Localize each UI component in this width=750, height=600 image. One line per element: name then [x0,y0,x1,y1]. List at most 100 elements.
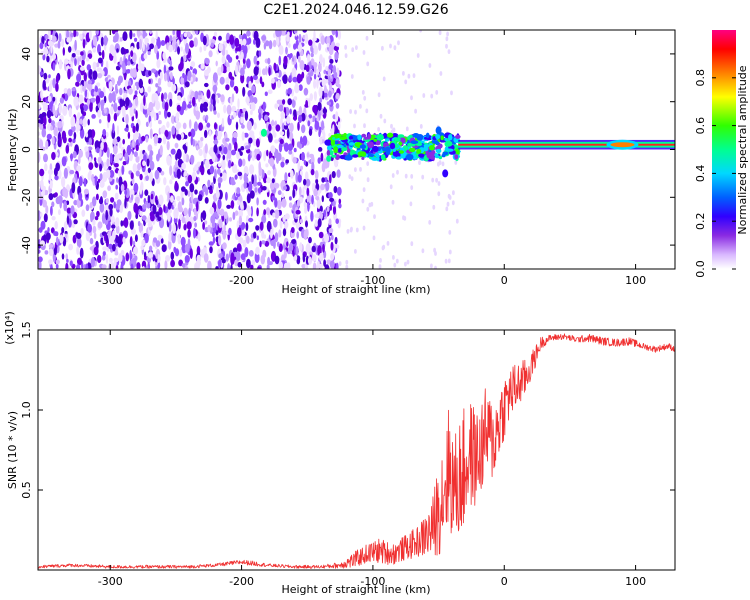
noise-dot [99,163,103,172]
noise-dot [171,84,177,92]
noise-dot [135,170,140,177]
band-dot [416,148,422,154]
noise-dot [266,220,272,232]
noise-dot [144,189,149,196]
noise-dot [131,228,136,235]
x-tick-label: -300 [98,274,123,287]
noise-dot [129,30,133,40]
noise-dot [132,163,137,173]
band-dot [386,132,394,138]
noise-dot [311,245,316,253]
noise-dot [276,36,280,47]
faint-dot [349,109,352,114]
x-tick-label: 100 [625,274,646,287]
noise-dot [125,114,129,125]
noise-dot [255,246,260,255]
noise-dot [119,56,123,66]
noise-dot [160,170,165,176]
y-tick-label: 0 [20,146,33,153]
noise-dot [210,215,216,224]
faint-dot [362,50,366,55]
colorbar-tick-label: 0.8 [694,69,707,87]
noise-dot [182,122,187,130]
noise-dot [43,116,47,126]
noise-dot [319,136,323,145]
spectrogram-x-axis-label: Height of straight line (km) [281,283,430,296]
noise-dot [40,179,44,191]
band-dot [361,133,367,138]
noise-dot [267,89,273,95]
noise-dot [80,84,83,94]
noise-dot [81,59,85,66]
noise-dot [188,131,192,137]
faint-dot [366,161,370,167]
noise-dot [320,87,323,98]
band-dot [348,142,355,146]
faint-dot [455,218,459,224]
noise-dot [250,110,253,115]
noise-dot [78,192,83,201]
noise-dot [290,169,294,179]
noise-dot [137,163,141,171]
noise-dot [308,236,312,244]
noise-dot [90,97,96,103]
noise-dot [234,37,240,48]
faint-dot [416,53,420,58]
y-tick-label: -40 [20,236,33,254]
faint-dot [404,79,408,85]
noise-dot [39,71,44,76]
noise-dot [171,204,174,210]
noise-dot [130,194,134,201]
noise-dot [50,41,55,46]
noise-dot [130,50,134,57]
noise-dot [187,190,191,197]
noise-dot [330,128,335,136]
noise-dot [178,63,183,72]
noise-dot [135,110,138,119]
noise-dot [236,187,241,195]
noise-dot [307,256,313,265]
noise-dot [295,221,301,229]
faint-dot [396,169,399,175]
noise-dot [261,68,267,76]
noise-dot [189,183,195,193]
faint-dot [377,126,380,132]
noise-dot [93,232,97,240]
noise-dot [64,233,68,239]
noise-dot [183,32,188,38]
noise-dot [139,184,143,195]
noise-dot [113,257,117,267]
noise-dot [249,95,254,100]
noise-dot [297,160,301,172]
noise-dot [115,224,120,234]
noise-dot [108,257,113,263]
noise-dot [167,191,170,202]
noise-dot [68,243,73,251]
noise-dot [326,43,330,48]
noise-dot [204,129,208,139]
band-dot [326,149,331,157]
colorbar-gradient [712,30,736,269]
noise-dot [135,156,140,163]
noise-dot [212,72,218,83]
x-tick-label: -100 [360,274,385,287]
faint-dot [437,161,440,167]
noise-dot [129,220,134,230]
noise-dot [52,78,56,89]
faint-dot [366,177,370,183]
noise-dot [202,185,207,193]
noise-dot [158,86,162,93]
band-dot [410,140,419,144]
band-dot [334,141,339,145]
noise-dot [318,62,322,73]
noise-dot [258,112,262,121]
noise-dot [268,40,273,50]
noise-dot [246,235,250,244]
noise-dot [89,102,93,113]
noise-dot [284,221,289,229]
noise-dot [303,229,308,241]
band-dot [389,142,396,150]
noise-dot [157,216,162,222]
faint-dot [412,73,416,78]
noise-dot [184,243,190,253]
